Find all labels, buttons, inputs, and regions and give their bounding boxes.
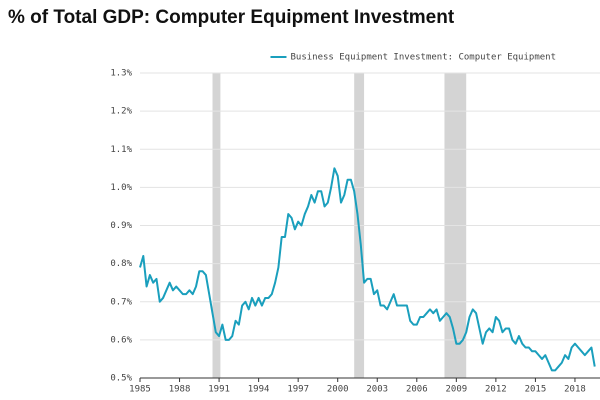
y-tick-label: 0.6% (110, 335, 132, 345)
x-tick-label: 2012 (485, 385, 507, 395)
legend-label: Business Equipment Investment: Computer … (290, 53, 556, 63)
x-tick-label: 1991 (208, 385, 230, 395)
x-tick-label: 1997 (287, 385, 309, 395)
y-tick-label: 1.0% (110, 183, 132, 193)
x-tick-label: 2018 (564, 385, 586, 395)
y-tick-label: 1.1% (110, 145, 132, 155)
x-tick-label: 2003 (366, 385, 388, 395)
y-tick-label: 0.9% (110, 221, 132, 231)
x-tick-label: 2006 (406, 385, 428, 395)
x-tick-label: 1994 (248, 385, 270, 395)
data-line (139, 167, 596, 372)
x-tick-label: 2009 (445, 385, 467, 395)
y-tick-label: 0.8% (110, 259, 132, 269)
chart-title: % of Total GDP: Computer Equipment Inves… (8, 7, 455, 28)
x-tick-label: 2015 (525, 385, 547, 395)
y-tick-label: 0.5% (110, 374, 132, 384)
y-tick-label: 0.7% (110, 297, 132, 307)
x-tick-label: 1985 (129, 385, 151, 395)
y-tick-label: 1.2% (110, 107, 132, 117)
x-tick-label: 1988 (169, 385, 191, 395)
x-tick-label: 2000 (327, 385, 349, 395)
y-tick-label: 1.3% (110, 69, 132, 79)
